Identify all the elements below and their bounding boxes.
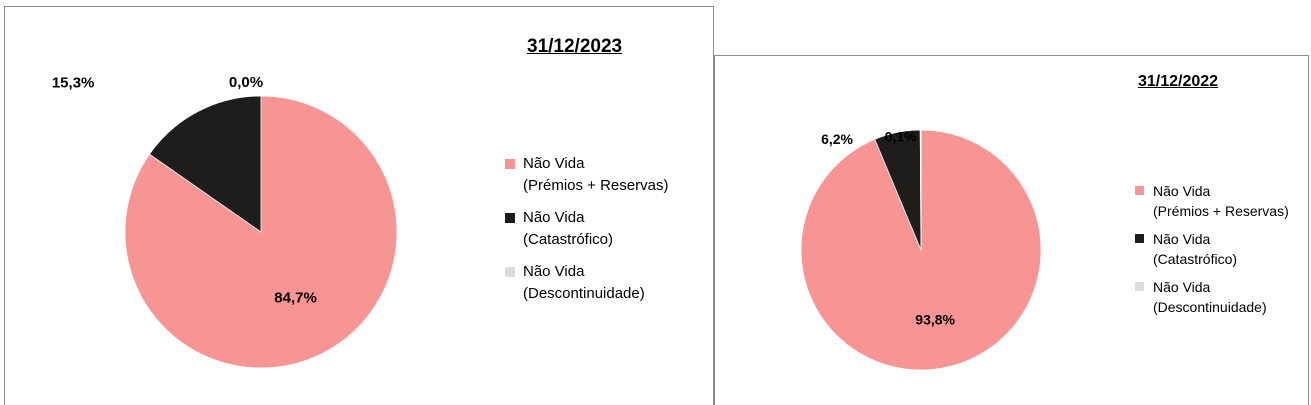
legend-item-catastrofico: Não Vida (Catastrófico) (505, 207, 668, 251)
pie-data-label: 15,3% (52, 74, 95, 91)
legend-item-premios-reservas: Não Vida (Prémios + Reservas) (505, 153, 668, 197)
chart-title: 31/12/2022 (1138, 73, 1219, 90)
pie-data-label: 93,8% (915, 311, 955, 327)
legend-swatch (505, 159, 515, 169)
legend-label-line: (Descontinuidade) (1153, 299, 1267, 315)
legend-label-line: Não Vida (523, 155, 585, 172)
chart-title: 31/12/2023 (527, 36, 623, 57)
legend-label-line: Não Vida (523, 263, 585, 280)
legend-item-descontinuidade: Não Vida (Descontinuidade) (505, 261, 668, 305)
chart-panel-2022: 31/12/2022 93,8% 6,2% 0,1% Não Vida (Prémi… (714, 55, 1309, 405)
pie-chart: 93,8% 6,2% 0,1% (800, 129, 1042, 371)
legend: Não Vida (Prémios + Reservas) Não Vida (… (1135, 181, 1289, 325)
legend-label-line: Não Vida (523, 209, 585, 226)
pie-data-label: 0,0% (229, 74, 263, 91)
legend: Não Vida (Prémios + Reservas) Não Vida (… (505, 153, 668, 315)
chart-panel-2023: 31/12/2023 84,7% 15,3% 0,0% Não Vida (Prém… (4, 6, 714, 405)
legend-item-catastrofico: Não Vida (Catastrófico) (1135, 229, 1289, 269)
pie-chart: 84,7% 15,3% 0,0% (52, 74, 398, 369)
legend-swatch (505, 213, 515, 223)
pie-slice-descontinuidade (919, 129, 922, 251)
legend-label-line: Não Vida (1153, 231, 1211, 247)
legend-label-line: Não Vida (1153, 183, 1211, 199)
legend-swatch (505, 267, 515, 277)
legend-label-line: (Prémios + Reservas) (1153, 203, 1289, 219)
legend-label-line: (Catastrófico) (523, 231, 614, 248)
legend-item-descontinuidade: Não Vida (Descontinuidade) (1135, 277, 1289, 317)
pie-data-label: 0,1% (885, 129, 917, 145)
legend-label-line: (Catastrófico) (1153, 251, 1238, 267)
legend-swatch (1135, 234, 1144, 243)
legend-label-line: Não Vida (1153, 279, 1211, 295)
legend-item-premios-reservas: Não Vida (Prémios + Reservas) (1135, 181, 1289, 221)
legend-swatch (1135, 282, 1144, 291)
pie-slice-catastrofico (148, 95, 262, 233)
pie-data-label: 84,7% (274, 289, 317, 306)
pie-data-label: 6,2% (821, 131, 853, 147)
legend-swatch (1135, 186, 1144, 195)
legend-label-line: (Prémios + Reservas) (523, 177, 669, 194)
legend-label-line: (Descontinuidade) (523, 285, 645, 302)
